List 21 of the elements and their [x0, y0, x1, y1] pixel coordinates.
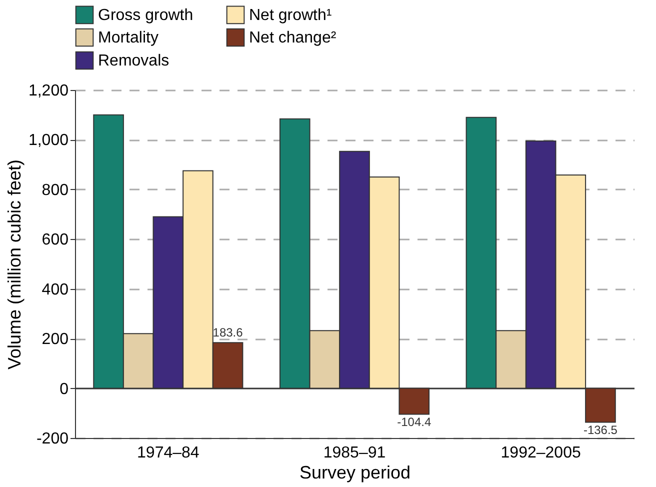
y-tick-label: 200 — [42, 331, 69, 348]
y-tick-label: 400 — [42, 281, 69, 298]
legend-label: Mortality — [98, 30, 158, 46]
legend-label: Net change² — [249, 30, 337, 46]
legend-label: Gross growth — [98, 6, 194, 24]
y-tick-label: 600 — [42, 232, 69, 249]
y-tick-label: 800 — [42, 182, 69, 199]
y-tick-label: 0 — [60, 380, 69, 398]
x-tick-label: 1974–84 — [137, 444, 200, 462]
x-axis-title: Survey period — [299, 462, 411, 482]
y-tick-label: -200 — [36, 430, 69, 448]
y-tick-label: 1,200 — [28, 82, 69, 100]
data-label: 183.6 — [212, 326, 244, 340]
legend-label: Net growth¹ — [249, 6, 332, 24]
y-tick-label: 1,000 — [28, 132, 69, 150]
data-label: -104.4 — [397, 415, 432, 430]
x-tick-label: 1992–2005 — [500, 444, 581, 462]
data-label: -136.5 — [583, 423, 618, 438]
legend-label: Removals — [98, 52, 170, 70]
x-tick-label: 1985–91 — [323, 444, 386, 462]
y-axis-title: Volume (million cubic feet) — [4, 159, 24, 370]
